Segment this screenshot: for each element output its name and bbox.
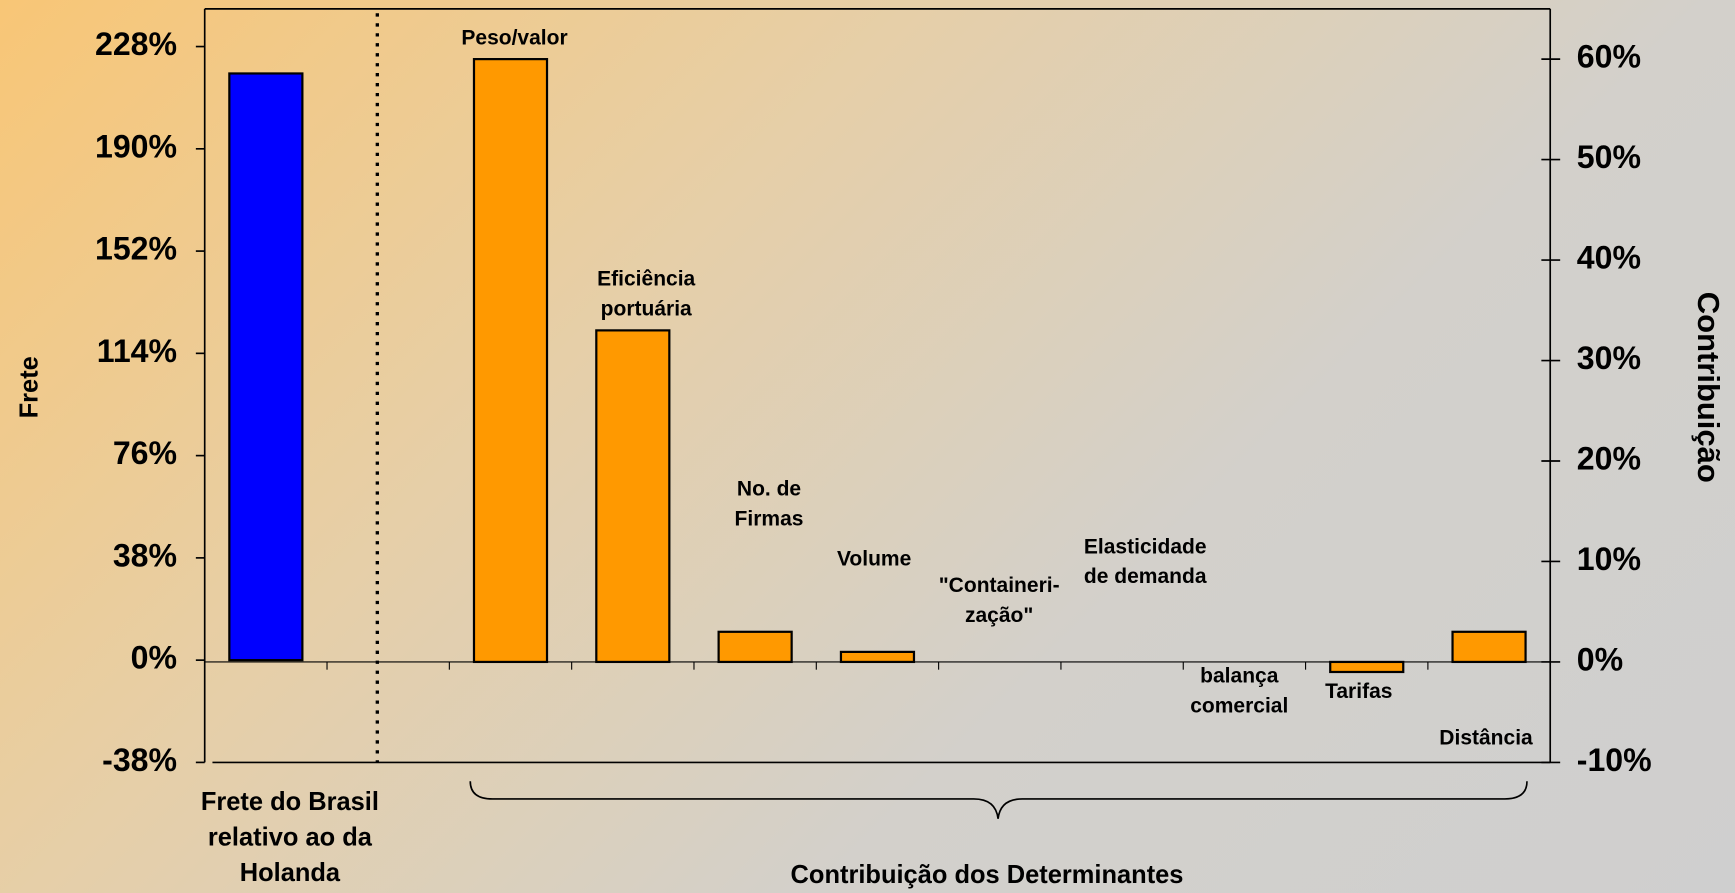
y-tick-label: 76% — [113, 435, 177, 471]
category-label: comercial — [1190, 695, 1288, 718]
category-label: zação" — [965, 604, 1033, 627]
y2-tick-label: 50% — [1577, 139, 1641, 175]
y2-tick-label: -10% — [1577, 742, 1652, 778]
bar — [228, 72, 304, 662]
category-label: Tarifas — [1325, 680, 1392, 703]
bar — [1329, 660, 1405, 674]
bar — [1451, 630, 1527, 664]
bar — [595, 329, 671, 664]
y-tick-label: 114% — [97, 333, 177, 369]
y2-axis-label: Contribuição — [1691, 292, 1726, 483]
category-label: balança — [1200, 665, 1279, 688]
category-label: Peso/valor — [461, 26, 567, 49]
y2-tick-label: 20% — [1577, 440, 1641, 476]
category-label: "Containeri- — [939, 574, 1060, 597]
brace — [469, 781, 1528, 819]
y-axis-label: Frete — [16, 356, 44, 418]
y-tick-label: 0% — [131, 640, 177, 676]
y2-tick-label: 60% — [1577, 39, 1641, 75]
bar — [472, 58, 549, 664]
y2-tick-label: 40% — [1577, 240, 1641, 276]
category-label: No. de — [737, 478, 801, 501]
y-tick-label: 38% — [113, 537, 177, 573]
category-label: Firmas — [735, 508, 804, 531]
reference-label: Holanda — [240, 859, 341, 887]
category-label: de demanda — [1084, 565, 1207, 588]
y2-tick-label: 0% — [1577, 641, 1623, 677]
y2-tick-label: 30% — [1577, 340, 1641, 376]
y-tick-label: 190% — [95, 128, 177, 164]
y-tick-label: 228% — [95, 26, 177, 62]
group-label: Contribuição dos Determinantes — [791, 861, 1184, 889]
category-label: Distância — [1439, 727, 1533, 750]
category-label: Eficiência — [597, 268, 695, 291]
reference-label: relativo ao da — [208, 823, 373, 851]
category-label: portuária — [601, 297, 692, 320]
category-label: Elasticidade — [1084, 535, 1207, 558]
category-label: Volume — [837, 547, 911, 570]
y-tick-label: -38% — [102, 742, 177, 778]
y-tick-label: 152% — [95, 231, 177, 267]
y2-tick-label: 10% — [1577, 541, 1641, 577]
bar — [839, 650, 916, 664]
bar — [717, 630, 793, 664]
reference-label: Frete do Brasil — [201, 788, 379, 816]
